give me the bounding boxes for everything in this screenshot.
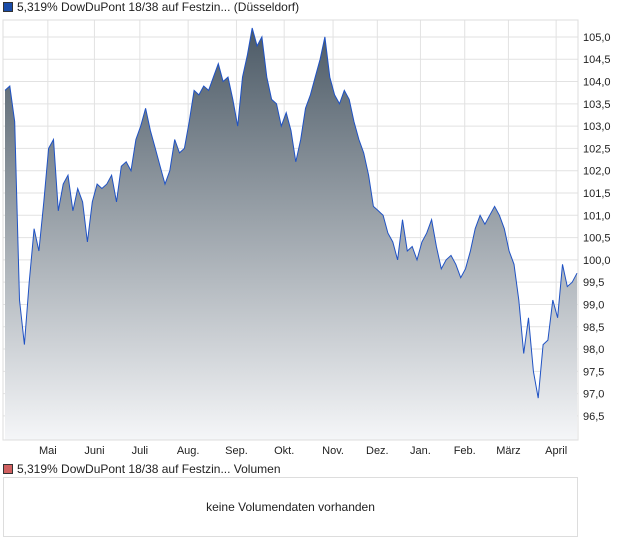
volume-legend-swatch	[3, 464, 13, 474]
price-line	[4, 27, 578, 399]
y-tick-label: 96,5	[583, 411, 604, 423]
x-tick-label: Feb.	[454, 445, 476, 457]
y-tick-label: 103,5	[583, 99, 611, 111]
x-tick-label: Jan.	[410, 445, 431, 457]
y-tick-label: 103,0	[583, 121, 611, 133]
y-tick-label: 101,0	[583, 210, 611, 222]
y-tick-label: 104,5	[583, 54, 611, 66]
y-tick-label: 102,0	[583, 166, 611, 178]
y-tick-label: 102,5	[583, 143, 611, 155]
y-tick-label: 98,0	[583, 344, 604, 356]
y-tick-label: 100,5	[583, 233, 611, 245]
x-tick-label: Mai	[39, 445, 57, 457]
x-tick-label: Sep.	[225, 445, 248, 457]
y-tick-label: 97,0	[583, 389, 604, 401]
price-legend-label: 5,319% DowDuPont 18/38 auf Festzin... (D…	[17, 0, 300, 14]
y-tick-label: 104,0	[583, 77, 611, 89]
x-tick-label: Nov.	[322, 445, 344, 457]
y-tick-label: 101,5	[583, 188, 611, 200]
volume-panel: keine Volumendaten vorhanden	[3, 477, 578, 537]
plot-frame	[2, 19, 579, 441]
price-legend-swatch	[3, 2, 13, 12]
y-tick-label: 99,5	[583, 277, 604, 289]
x-tick-label: Juli	[132, 445, 149, 457]
y-tick-label: 97,5	[583, 366, 604, 378]
price-area	[5, 28, 577, 440]
y-tick-label: 105,0	[583, 32, 611, 44]
volume-legend: 5,319% DowDuPont 18/38 auf Festzin... Vo…	[3, 462, 281, 476]
price-legend: 5,319% DowDuPont 18/38 auf Festzin... (D…	[3, 0, 299, 14]
volume-legend-label: 5,319% DowDuPont 18/38 auf Festzin... Vo…	[17, 462, 281, 476]
x-tick-label: Aug.	[177, 445, 200, 457]
x-tick-label: Dez.	[366, 445, 389, 457]
x-tick-label: Juni	[84, 445, 104, 457]
y-tick-label: 100,0	[583, 255, 611, 267]
volume-empty-message: keine Volumendaten vorhanden	[206, 500, 375, 514]
x-tick-label: März	[496, 445, 520, 457]
y-tick-label: 99,0	[583, 299, 604, 311]
y-tick-label: 98,5	[583, 322, 604, 334]
x-tick-label: Okt.	[274, 445, 294, 457]
x-tick-label: April	[545, 445, 567, 457]
price-chart: 96,5 97,0 97,5 98,0 98,5 99,0 99,5 100,0 100,5 10…	[2, 19, 611, 457]
